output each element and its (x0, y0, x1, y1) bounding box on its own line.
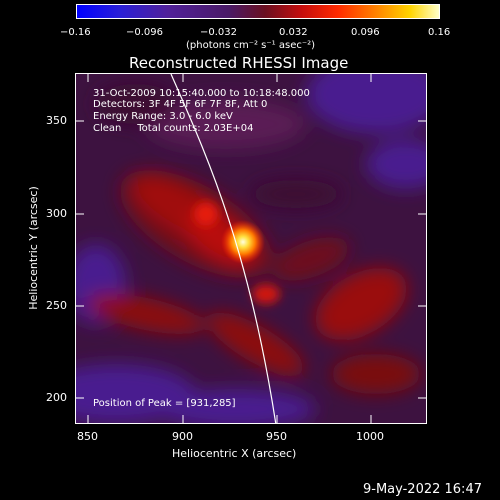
y-tick-350: 350 (46, 114, 67, 127)
overlay-energy: Energy Range: 3.0 - 6.0 keV (93, 111, 233, 122)
y-tick-300: 300 (46, 207, 67, 220)
x-tick-850: 850 (77, 430, 98, 443)
overlay-peak-position: Position of Peak = [931,285] (93, 398, 236, 409)
y-tick-200: 200 (46, 391, 67, 404)
colorbar-tick-0: −0.16 (60, 27, 91, 38)
overlay-clean: Clean Total counts: 2.03E+04 (93, 123, 254, 134)
colorbar (76, 4, 440, 19)
colorbar-tick-4: 0.096 (351, 27, 380, 38)
x-axis-label: Heliocentric X (arcsec) (172, 447, 297, 460)
colorbar-tick-5: 0.16 (428, 27, 451, 38)
x-tick-950: 950 (266, 430, 287, 443)
colorbar-tick-2: −0.032 (200, 27, 238, 38)
x-tick-1000: 1000 (356, 430, 384, 443)
rhessi-image (75, 73, 427, 424)
emission-peak (221, 220, 265, 264)
image-structure (76, 74, 426, 423)
overlay-detectors: Detectors: 3F 4F 5F 6F 7F 8F, Att 0 (93, 99, 268, 110)
overlay-time-range: 31-Oct-2009 10:15:40.000 to 10:18:48.000 (93, 88, 310, 99)
colorbar-tick-3: 0.032 (279, 27, 308, 38)
y-axis-label: Heliocentric Y (arcsec) (27, 186, 40, 310)
footer-timestamp: 9-May-2022 16:47 (363, 482, 482, 497)
colorbar-tick-1: −0.096 (126, 27, 164, 38)
solar-limb-line (170, 74, 277, 423)
x-tick-900: 900 (172, 430, 193, 443)
image-hot-core (194, 202, 280, 304)
plot-title: Reconstructed RHESSI Image (129, 54, 349, 72)
rhessi-image-svg (76, 74, 426, 423)
y-tick-250: 250 (46, 299, 67, 312)
colorbar-units: (photons cm⁻² s⁻¹ asec⁻²) (186, 40, 316, 51)
